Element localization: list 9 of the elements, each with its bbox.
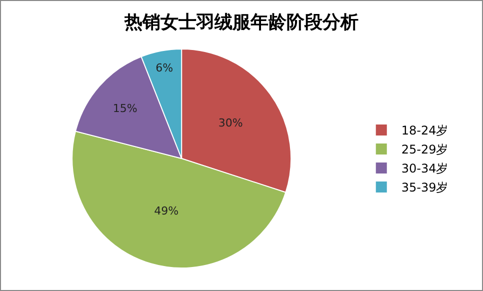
legend-label: 18-24岁 xyxy=(401,124,448,138)
legend-label: 25-29岁 xyxy=(401,142,448,157)
data-label: 6% xyxy=(156,61,174,74)
chart-title: 热销女士羽绒服年龄阶段分析 xyxy=(124,12,358,34)
legend-label: 30-34岁 xyxy=(401,162,448,176)
data-label: 15% xyxy=(112,102,138,116)
legend-label: 35-39岁 xyxy=(401,180,448,195)
data-label: 49% xyxy=(154,204,179,218)
data-label: 30% xyxy=(218,116,243,130)
